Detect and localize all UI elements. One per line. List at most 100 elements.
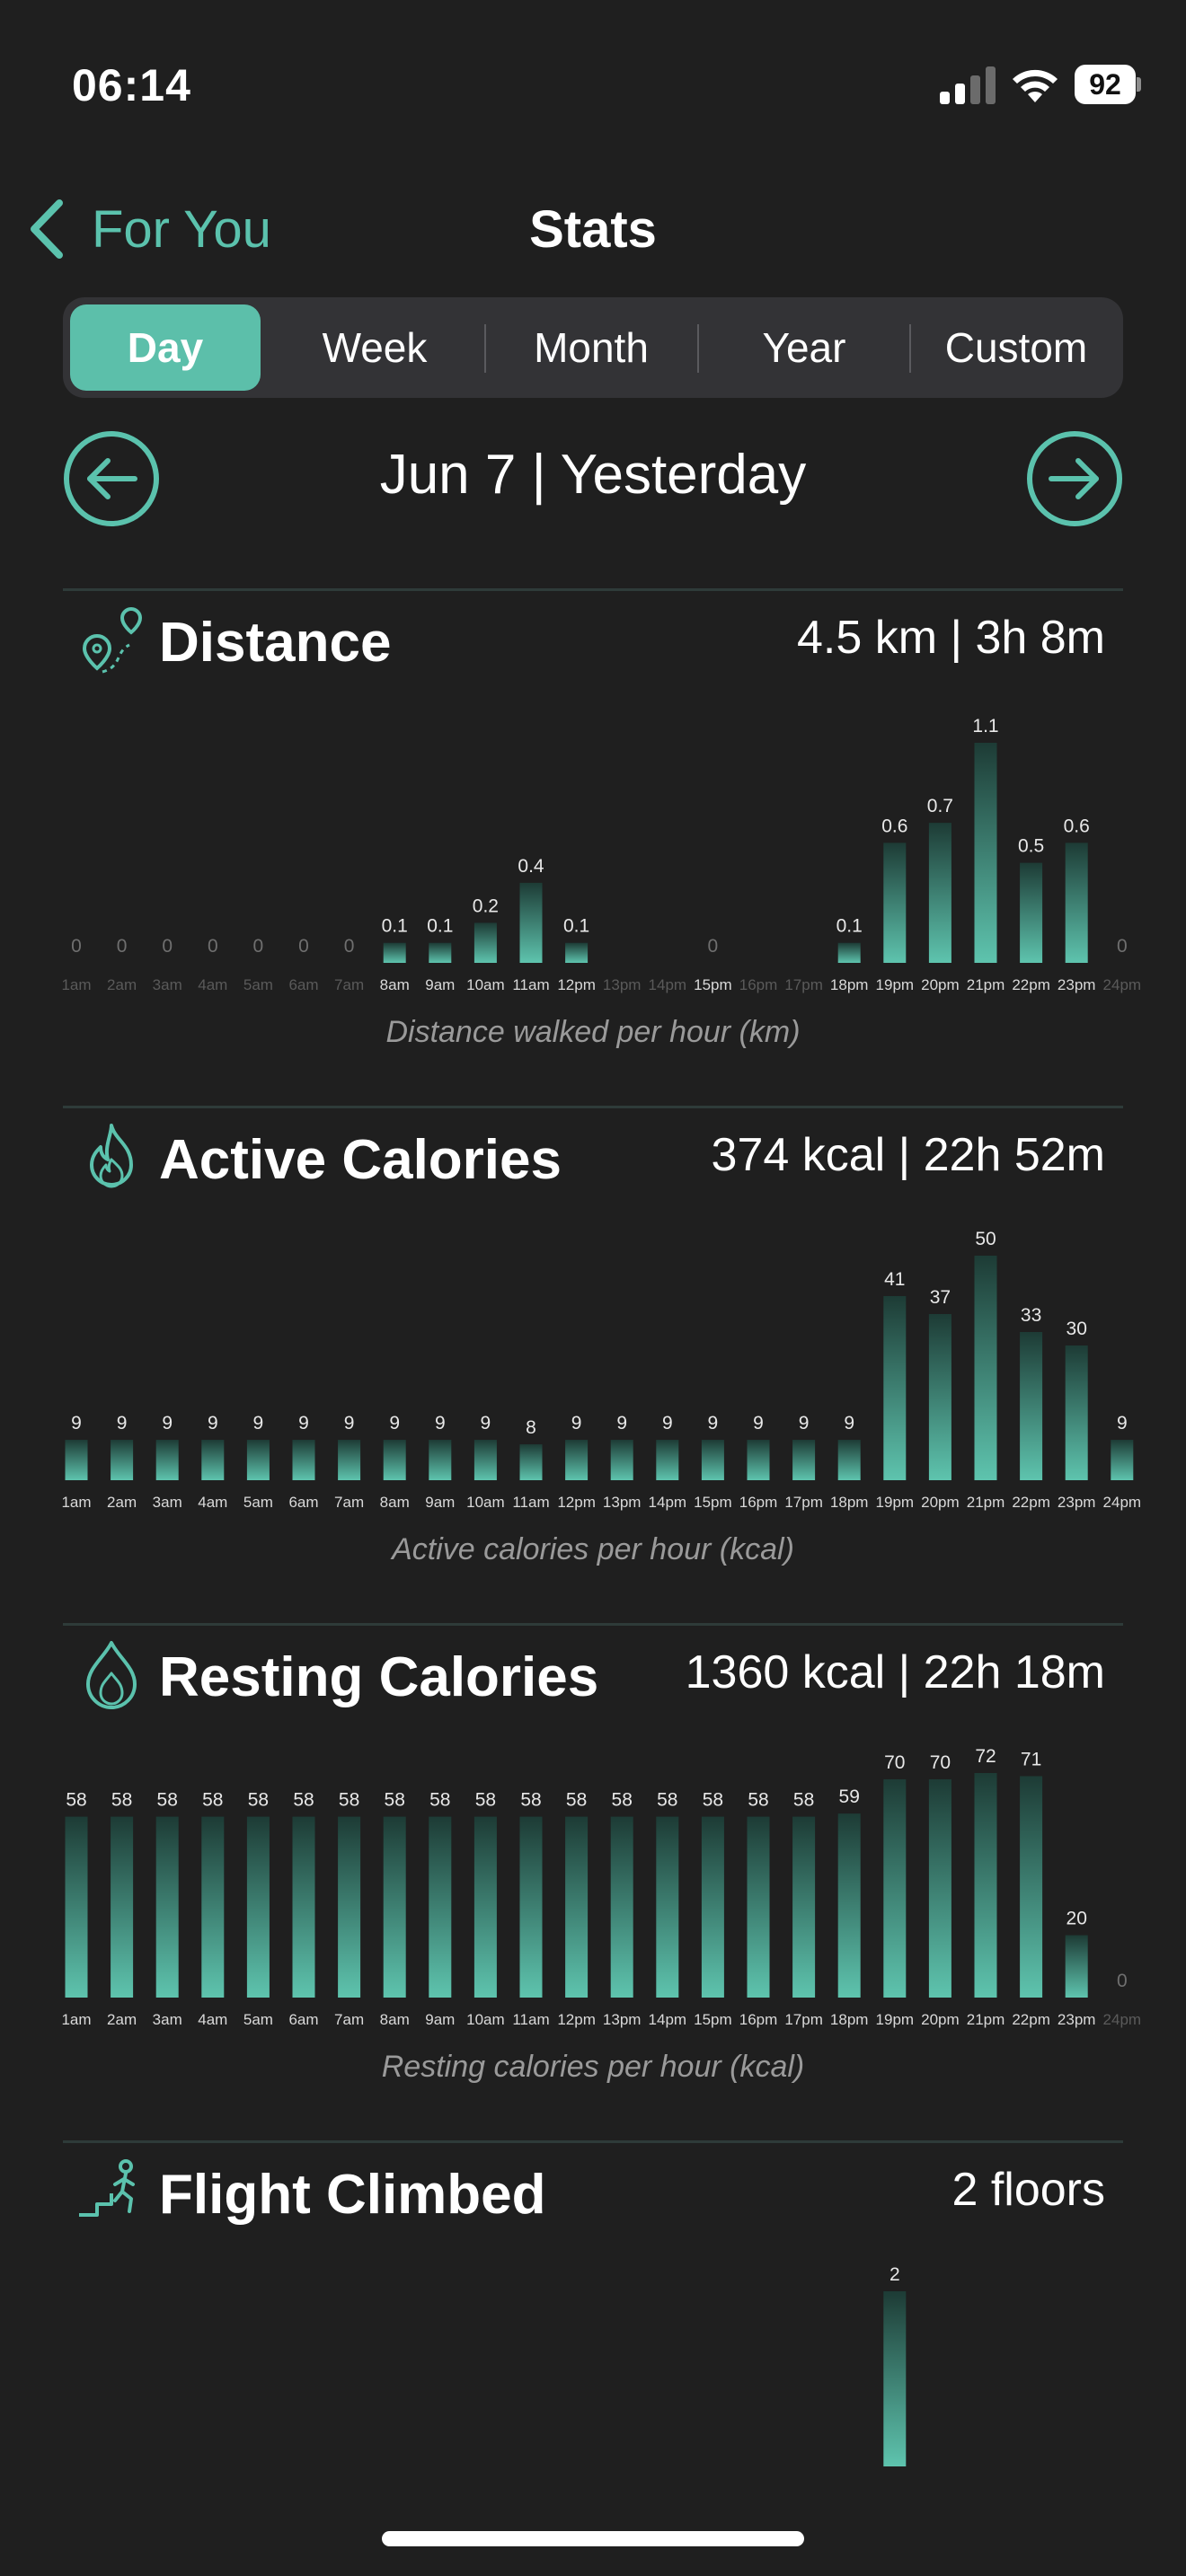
chart-bar <box>565 1816 589 1998</box>
active-calories-chart: 9 1am 9 2am 9 3am 9 4am 9 5am 9 6am 9 7am 9 8am 9 9am 9 10a… <box>61 1229 1141 1511</box>
chart-bar <box>792 1440 816 1480</box>
x-axis-tick-label: 17pm <box>784 2011 823 2028</box>
x-axis-tick-label: 23pm <box>1058 1494 1096 1511</box>
distance-summary: 4.5 km | 3h 8m <box>797 612 1105 664</box>
status-time: 06:14 <box>72 60 191 110</box>
chart-bar <box>338 1440 361 1480</box>
bar-value-label: 58 <box>793 1790 814 1811</box>
chart-bar <box>383 942 406 963</box>
resting-calories-caption: Resting calories per hour (kcal) <box>381 2050 805 2084</box>
drop-flame-icon <box>86 1641 137 1709</box>
chart-bar <box>656 1440 679 1480</box>
chart-bar <box>429 1816 452 1998</box>
chart-bar <box>474 922 497 963</box>
x-axis-tick-label: 3am <box>153 2011 182 2028</box>
bar-value-label: 9 <box>389 1413 400 1434</box>
x-axis-tick-label: 19pm <box>876 976 915 993</box>
x-axis-tick-label: 3am <box>153 976 182 993</box>
bar-value-label: 9 <box>71 1413 82 1434</box>
x-axis-tick-label: 16pm <box>739 1494 778 1511</box>
active-calories-summary: 374 kcal | 22h 52m <box>711 1129 1105 1181</box>
home-indicator[interactable] <box>382 2531 804 2546</box>
bar-value-label: 0.2 <box>473 895 499 916</box>
bar-value-label: 58 <box>566 1790 587 1811</box>
bar-value-label: 9 <box>253 1413 264 1434</box>
x-axis-tick-label: 6am <box>288 2011 318 2028</box>
x-axis-tick-label: 12pm <box>557 1494 596 1511</box>
bar-value-label: 0.6 <box>881 816 907 836</box>
x-axis-tick-label: 9am <box>425 976 455 993</box>
bar-value-label: 9 <box>708 1413 719 1434</box>
previous-day-button[interactable] <box>63 430 160 527</box>
bar-value-label: 33 <box>1021 1305 1041 1326</box>
x-axis-tick-label: 10am <box>466 1494 505 1511</box>
next-day-button[interactable] <box>1026 430 1123 527</box>
x-axis-tick-label: 17pm <box>784 976 823 993</box>
x-axis-tick-label: 4am <box>198 2011 227 2028</box>
bar-value-label: 9 <box>844 1413 854 1434</box>
x-axis-tick-label: 12pm <box>557 976 596 993</box>
bar-value-label: 9 <box>435 1413 446 1434</box>
x-axis-tick-label: 5am <box>243 976 273 993</box>
bar-value-label: 0.1 <box>563 916 589 937</box>
x-axis-tick-label: 2am <box>107 1494 137 1511</box>
section-divider <box>63 588 1123 591</box>
chart-bar <box>519 1444 543 1480</box>
section-divider <box>63 2140 1123 2143</box>
resting-calories-chart: 58 1am 58 2am 58 3am 58 4am 58 5am 58 6am 58 7am 58 8am… <box>61 1746 1141 2028</box>
x-axis-tick-label: 10am <box>466 2011 505 2028</box>
back-button[interactable]: For You <box>25 193 271 265</box>
bar-value-label: 58 <box>520 1790 541 1811</box>
bar-value-label: 8 <box>526 1417 536 1438</box>
x-axis-tick-label: 23pm <box>1058 2011 1096 2028</box>
x-axis-tick-label: 24pm <box>1103 976 1142 993</box>
bar-value-label: 58 <box>111 1790 132 1811</box>
chart-bar <box>610 1816 633 1998</box>
flights-climbed-title: Flight Climbed <box>159 2164 546 2226</box>
bar-value-label: 70 <box>884 1752 905 1773</box>
section-divider <box>63 1623 1123 1626</box>
x-axis-tick-label: 22pm <box>1012 976 1050 993</box>
period-segmented-control: Day Week Month Year Custom <box>63 297 1123 398</box>
bar-value-label: 9 <box>753 1413 764 1434</box>
segment-divider <box>484 324 486 373</box>
bar-value-label: 0.7 <box>927 796 953 816</box>
distance-caption: Distance walked per hour (km) <box>385 1015 801 1049</box>
bar-value-label: 30 <box>1067 1319 1087 1339</box>
bar-value-label: 58 <box>293 1790 314 1811</box>
segment-month[interactable]: Month <box>534 324 649 371</box>
chart-bar <box>883 842 907 963</box>
chart-bar <box>928 1778 951 1998</box>
battery-icon: 92 <box>1075 65 1141 104</box>
stairs-climber-icon <box>79 2159 135 2217</box>
x-axis-tick-label: 18pm <box>830 976 869 993</box>
bar-value-label: 58 <box>612 1790 633 1811</box>
x-axis-tick-label: 14pm <box>649 976 687 993</box>
segment-day[interactable]: Day <box>70 304 261 391</box>
bar-value-label: 50 <box>975 1229 996 1249</box>
segment-year[interactable]: Year <box>762 324 846 371</box>
battery-level: 92 <box>1075 65 1136 104</box>
bar-value-label: 58 <box>385 1790 405 1811</box>
x-axis-tick-label: 21pm <box>967 1494 1005 1511</box>
x-axis-tick-label: 6am <box>288 1494 318 1511</box>
x-axis-tick-label: 20pm <box>921 2011 960 2028</box>
x-axis-tick-label: 22pm <box>1012 1494 1050 1511</box>
segment-week[interactable]: Week <box>322 324 428 371</box>
bar-value-label: 58 <box>475 1790 496 1811</box>
flame-icon <box>90 1124 133 1188</box>
x-axis-tick-label: 4am <box>198 1494 227 1511</box>
bar-value-label: 9 <box>662 1413 673 1434</box>
x-axis-tick-label: 15pm <box>694 976 732 993</box>
chart-bar <box>1065 1935 1088 1998</box>
bar-value-label: 9 <box>208 1413 218 1434</box>
bar-value-label: 58 <box>248 1790 269 1811</box>
active-calories-title: Active Calories <box>159 1129 562 1191</box>
bar-value-label: 20 <box>1067 1909 1087 1929</box>
segment-custom[interactable]: Custom <box>944 324 1088 371</box>
chart-bar <box>111 1440 134 1480</box>
chart-bar <box>701 1440 724 1480</box>
x-axis-tick-label: 14pm <box>649 2011 687 2028</box>
bar-value-label: 9 <box>799 1413 810 1434</box>
chart-bar <box>837 1813 861 1998</box>
